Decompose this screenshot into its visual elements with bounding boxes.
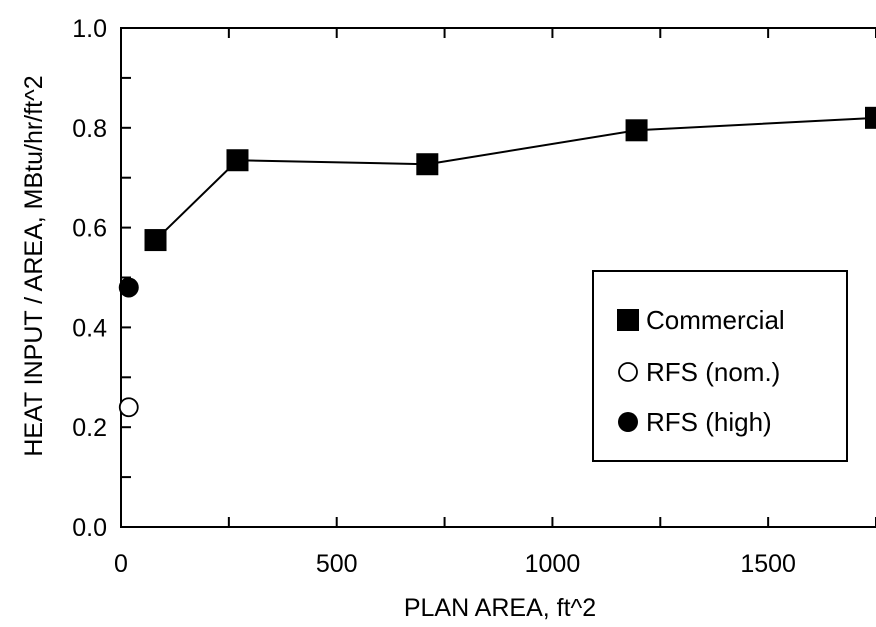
legend-marker	[617, 309, 639, 331]
x-tick-label: 1500	[740, 550, 796, 578]
series-commercial	[144, 106, 876, 252]
y-axis-label: HEAT INPUT / AREA, MBtu/hr/ft^2	[20, 75, 48, 456]
axis-ticks: 0 500 1000 1500 0.0 0.2 0.4 0.6 0.8 1.0	[72, 15, 876, 578]
series-line	[154, 116, 876, 241]
data-point	[144, 229, 167, 252]
series-rfs-high	[118, 277, 139, 298]
y-tick-label: 0.2	[72, 414, 107, 442]
data-point	[416, 153, 439, 176]
data-point	[625, 119, 648, 142]
legend-label: Commercial	[646, 305, 785, 335]
y-tick-label: 0.4	[72, 314, 107, 342]
legend: Commercial RFS (nom.) RFS (high)	[592, 270, 848, 462]
x-tick-label: 0	[114, 550, 128, 578]
data-point	[118, 277, 139, 298]
data-point	[118, 397, 139, 418]
series-rfs-nom	[118, 397, 139, 418]
data-point	[865, 106, 876, 129]
x-tick-label: 500	[316, 550, 358, 578]
data-point	[226, 149, 249, 172]
legend-marker	[618, 362, 638, 382]
y-tick-label: 0.8	[72, 115, 107, 143]
y-tick-label: 0.6	[72, 215, 107, 243]
y-tick-label: 0.0	[72, 514, 107, 542]
legend-marker	[618, 412, 638, 432]
legend-label: RFS (nom.)	[646, 357, 780, 387]
y-tick-label: 1.0	[72, 15, 107, 43]
legend-label: RFS (high)	[646, 407, 772, 437]
x-axis-label: PLAN AREA, ft^2	[404, 594, 596, 622]
data-series	[118, 106, 876, 418]
x-tick-label: 1000	[525, 550, 581, 578]
